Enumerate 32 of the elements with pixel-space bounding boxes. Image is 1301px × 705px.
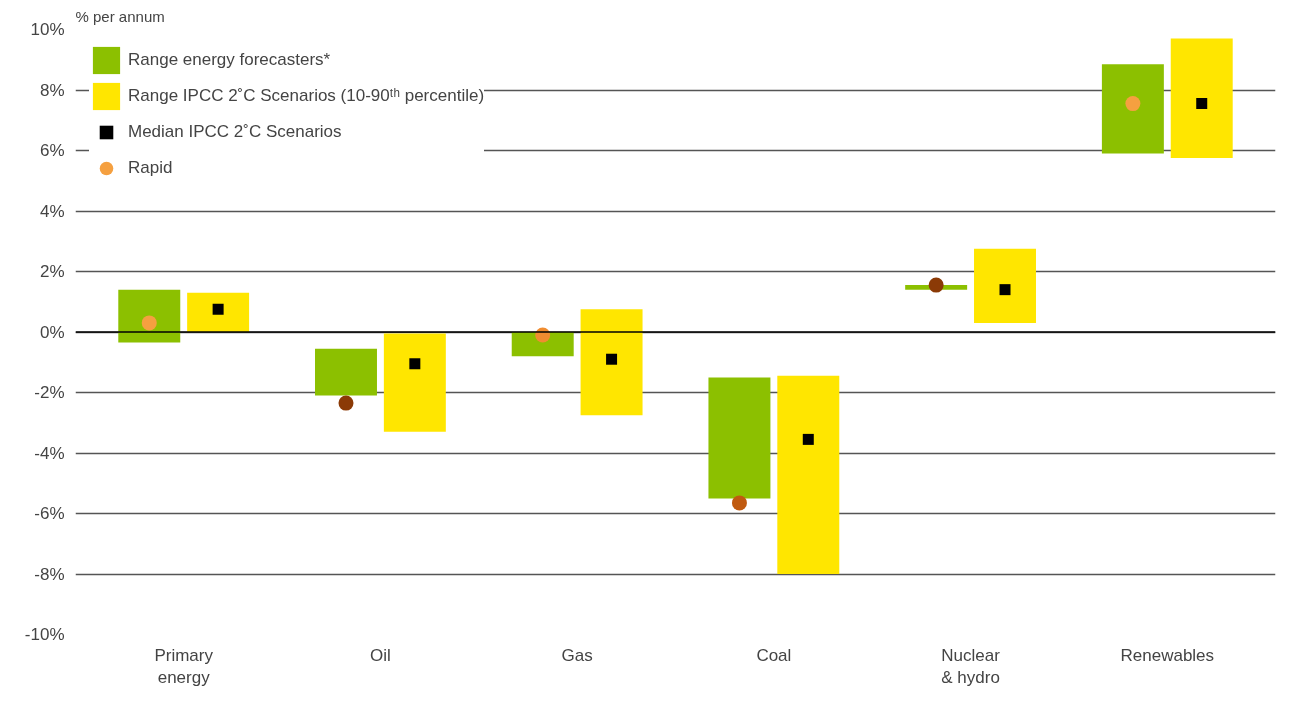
- legend-label: Rapid: [128, 158, 173, 178]
- y-tick-label: 4%: [39, 201, 65, 221]
- x-tick-label: Renewables: [1120, 645, 1215, 665]
- bar: [1101, 64, 1164, 154]
- x-tick-label: Gas: [561, 645, 593, 665]
- x-tick-label: Nuclear & hydro: [941, 645, 1001, 688]
- y-tick-label: 2%: [39, 262, 65, 281]
- bar: [383, 333, 446, 432]
- y-tick-label: 8%: [39, 80, 65, 100]
- bar: [974, 248, 1036, 323]
- y-tick-label: 0%: [39, 322, 65, 342]
- bar: [580, 309, 643, 416]
- y-tick-label: -2%: [34, 383, 65, 402]
- bar: [708, 377, 771, 499]
- y-axis-title: % per annum: [75, 7, 165, 25]
- legend-label: Median IPCC 2˚C Scenarios: [128, 122, 342, 142]
- y-tick-label: -6%: [34, 504, 65, 523]
- legend-label: Range energy forecasters*: [128, 50, 331, 70]
- y-tick-label: 10%: [30, 20, 65, 39]
- x-tick-label: Coal: [756, 645, 792, 665]
- x-tick-label: Primary energy: [154, 645, 214, 688]
- y-tick-label: -4%: [34, 443, 65, 463]
- bar: [1170, 38, 1233, 159]
- bar: [118, 289, 181, 343]
- bar: [315, 348, 377, 396]
- y-tick-label: 6%: [39, 141, 65, 160]
- legend-label: Range IPCC 2˚C Scenarios (10-90ᵗʰ percentile): [128, 86, 485, 106]
- x-tick-label: Oil: [370, 645, 391, 665]
- y-tick-label: -10%: [24, 625, 65, 644]
- bar: [777, 375, 840, 574]
- bar: [187, 292, 250, 332]
- y-tick-label: -8%: [34, 564, 65, 584]
